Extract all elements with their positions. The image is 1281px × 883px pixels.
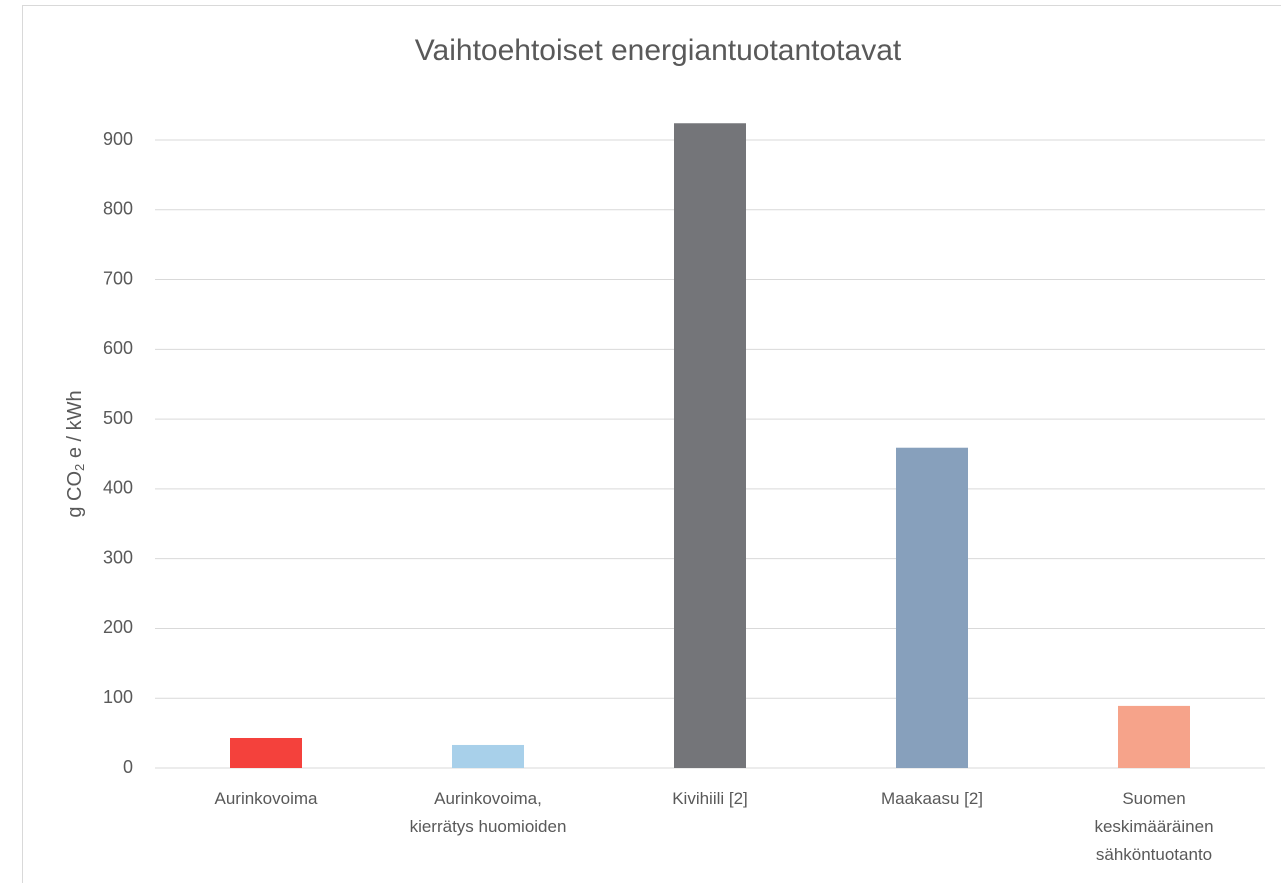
bar: [1118, 705, 1190, 768]
bar: [452, 744, 524, 768]
y-tick-label: 100: [103, 687, 133, 707]
y-axis-label-part: g CO: [64, 471, 86, 518]
y-tick-label: 500: [103, 408, 133, 428]
x-tick-label-line: Maakaasu [2]: [881, 789, 983, 808]
x-tick-label-line: Suomen: [1122, 789, 1185, 808]
x-tick-label-line: Kivihiili [2]: [672, 789, 748, 808]
y-axis-label-subscript: 2: [72, 464, 87, 471]
x-tick-label-line: Aurinkovoima,: [434, 789, 542, 808]
x-tick-label-line: kierrätys huomioiden: [410, 817, 567, 836]
bar: [230, 737, 302, 768]
x-tick-label: Kivihiili [2]: [672, 789, 748, 808]
y-tick-label: 800: [103, 199, 133, 219]
y-axis-label-part: e / kWh: [64, 390, 86, 463]
x-tick-label: Suomen keskimääräinen sähköntuotanto: [1094, 789, 1213, 864]
bar: [674, 123, 746, 768]
x-tick-label-line: keskimääräinen: [1094, 817, 1213, 836]
x-tick-label: Maakaasu [2]: [881, 789, 983, 808]
x-tick-label: Aurinkovoima, kierrätys huomioiden: [410, 789, 567, 836]
y-tick-label: 200: [103, 617, 133, 637]
bar: [896, 447, 968, 768]
chart-frame: [22, 5, 1281, 883]
x-tick-label: Aurinkovoima: [215, 789, 319, 808]
x-tick-label-line: Aurinkovoima: [215, 789, 319, 808]
x-tick-label-line: sähköntuotanto: [1096, 845, 1212, 864]
y-tick-label: 400: [103, 478, 133, 498]
y-tick-label: 900: [103, 129, 133, 149]
y-axis-label: g CO2 e / kWh: [64, 390, 87, 517]
y-tick-label: 600: [103, 338, 133, 358]
chart-title: Vaihtoehtoiset energiantuotantotavat: [415, 34, 902, 67]
y-tick-label: 0: [123, 757, 133, 777]
y-tick-label: 700: [103, 268, 133, 288]
y-tick-label: 300: [103, 547, 133, 567]
